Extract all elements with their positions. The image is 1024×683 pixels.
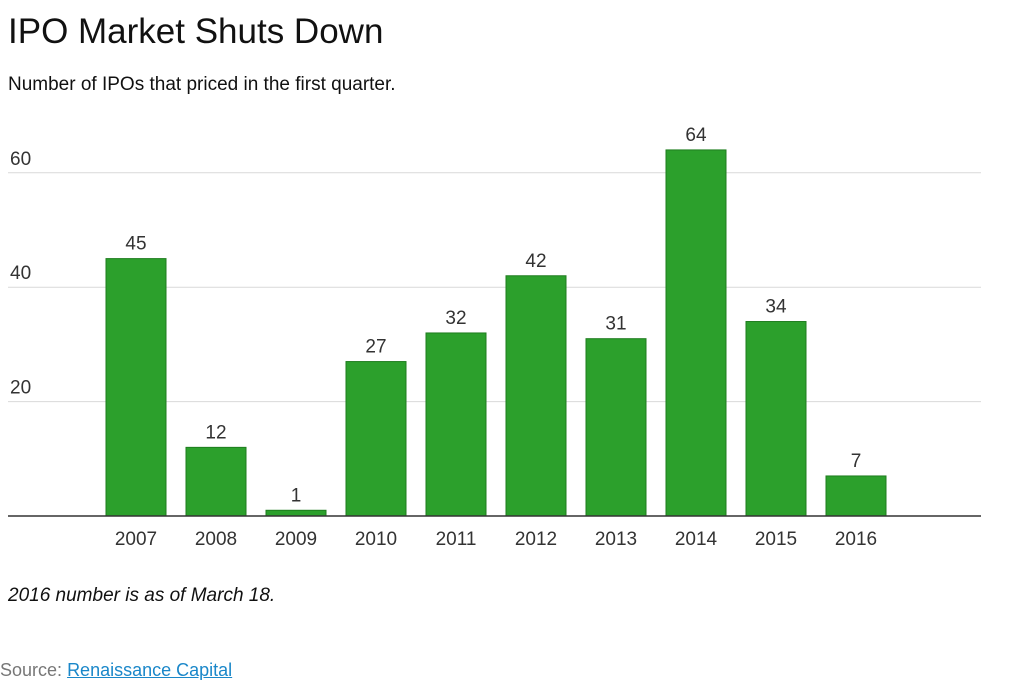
footnote: 2016 number is as of March 18. xyxy=(8,585,276,606)
data-label-2009: 1 xyxy=(291,485,302,506)
bar-2011 xyxy=(425,332,487,517)
bar-2012 xyxy=(505,275,567,517)
y-tick-label: 40 xyxy=(10,263,31,284)
bar-2014 xyxy=(665,149,727,517)
data-label-2008: 12 xyxy=(205,422,226,443)
bar-2013 xyxy=(585,338,647,517)
chart-title: IPO Market Shuts Down xyxy=(8,12,384,51)
bar-2007 xyxy=(105,258,167,517)
source-line: Source: Renaissance Capital xyxy=(0,660,232,681)
x-tick-label: 2013 xyxy=(595,529,637,550)
x-tick-label: 2007 xyxy=(115,529,157,550)
source-prefix: Source: xyxy=(0,660,63,680)
data-label-2007: 45 xyxy=(125,234,146,255)
x-tick-label: 2009 xyxy=(275,529,317,550)
x-tick-label: 2010 xyxy=(355,529,397,550)
data-label-2012: 42 xyxy=(525,251,546,272)
bar-2015 xyxy=(745,321,807,517)
x-tick-label: 2011 xyxy=(436,529,477,550)
data-label-2011: 32 xyxy=(445,308,466,329)
data-label-2010: 27 xyxy=(365,337,386,358)
source-link[interactable]: Renaissance Capital xyxy=(67,660,233,680)
bar-2009 xyxy=(265,509,327,517)
bars: 45 12 1 27 32 42 31 64 34 7 xyxy=(105,125,887,517)
y-tick-label: 20 xyxy=(10,378,31,399)
x-tick-label: 2016 xyxy=(835,529,877,550)
chart-subtitle: Number of IPOs that priced in the first … xyxy=(8,74,396,95)
data-label-2013: 31 xyxy=(605,314,626,335)
data-label-2016: 7 xyxy=(851,451,862,472)
bar-2008 xyxy=(185,446,247,517)
x-tick-label: 2008 xyxy=(195,529,237,550)
data-label-2015: 34 xyxy=(765,297,787,318)
bar-2010 xyxy=(345,361,407,517)
x-tick-label: 2014 xyxy=(675,529,718,550)
x-tick-label: 2012 xyxy=(515,529,557,550)
data-label-2014: 64 xyxy=(685,125,707,146)
y-tick-label: 60 xyxy=(10,149,31,170)
bar-2016 xyxy=(825,475,887,517)
gridlines: 20 40 60 xyxy=(8,149,981,403)
x-axis: 2007 2008 2009 2010 2011 2012 2013 2014 2015 2016 xyxy=(8,515,981,550)
x-tick-label: 2015 xyxy=(755,529,797,550)
